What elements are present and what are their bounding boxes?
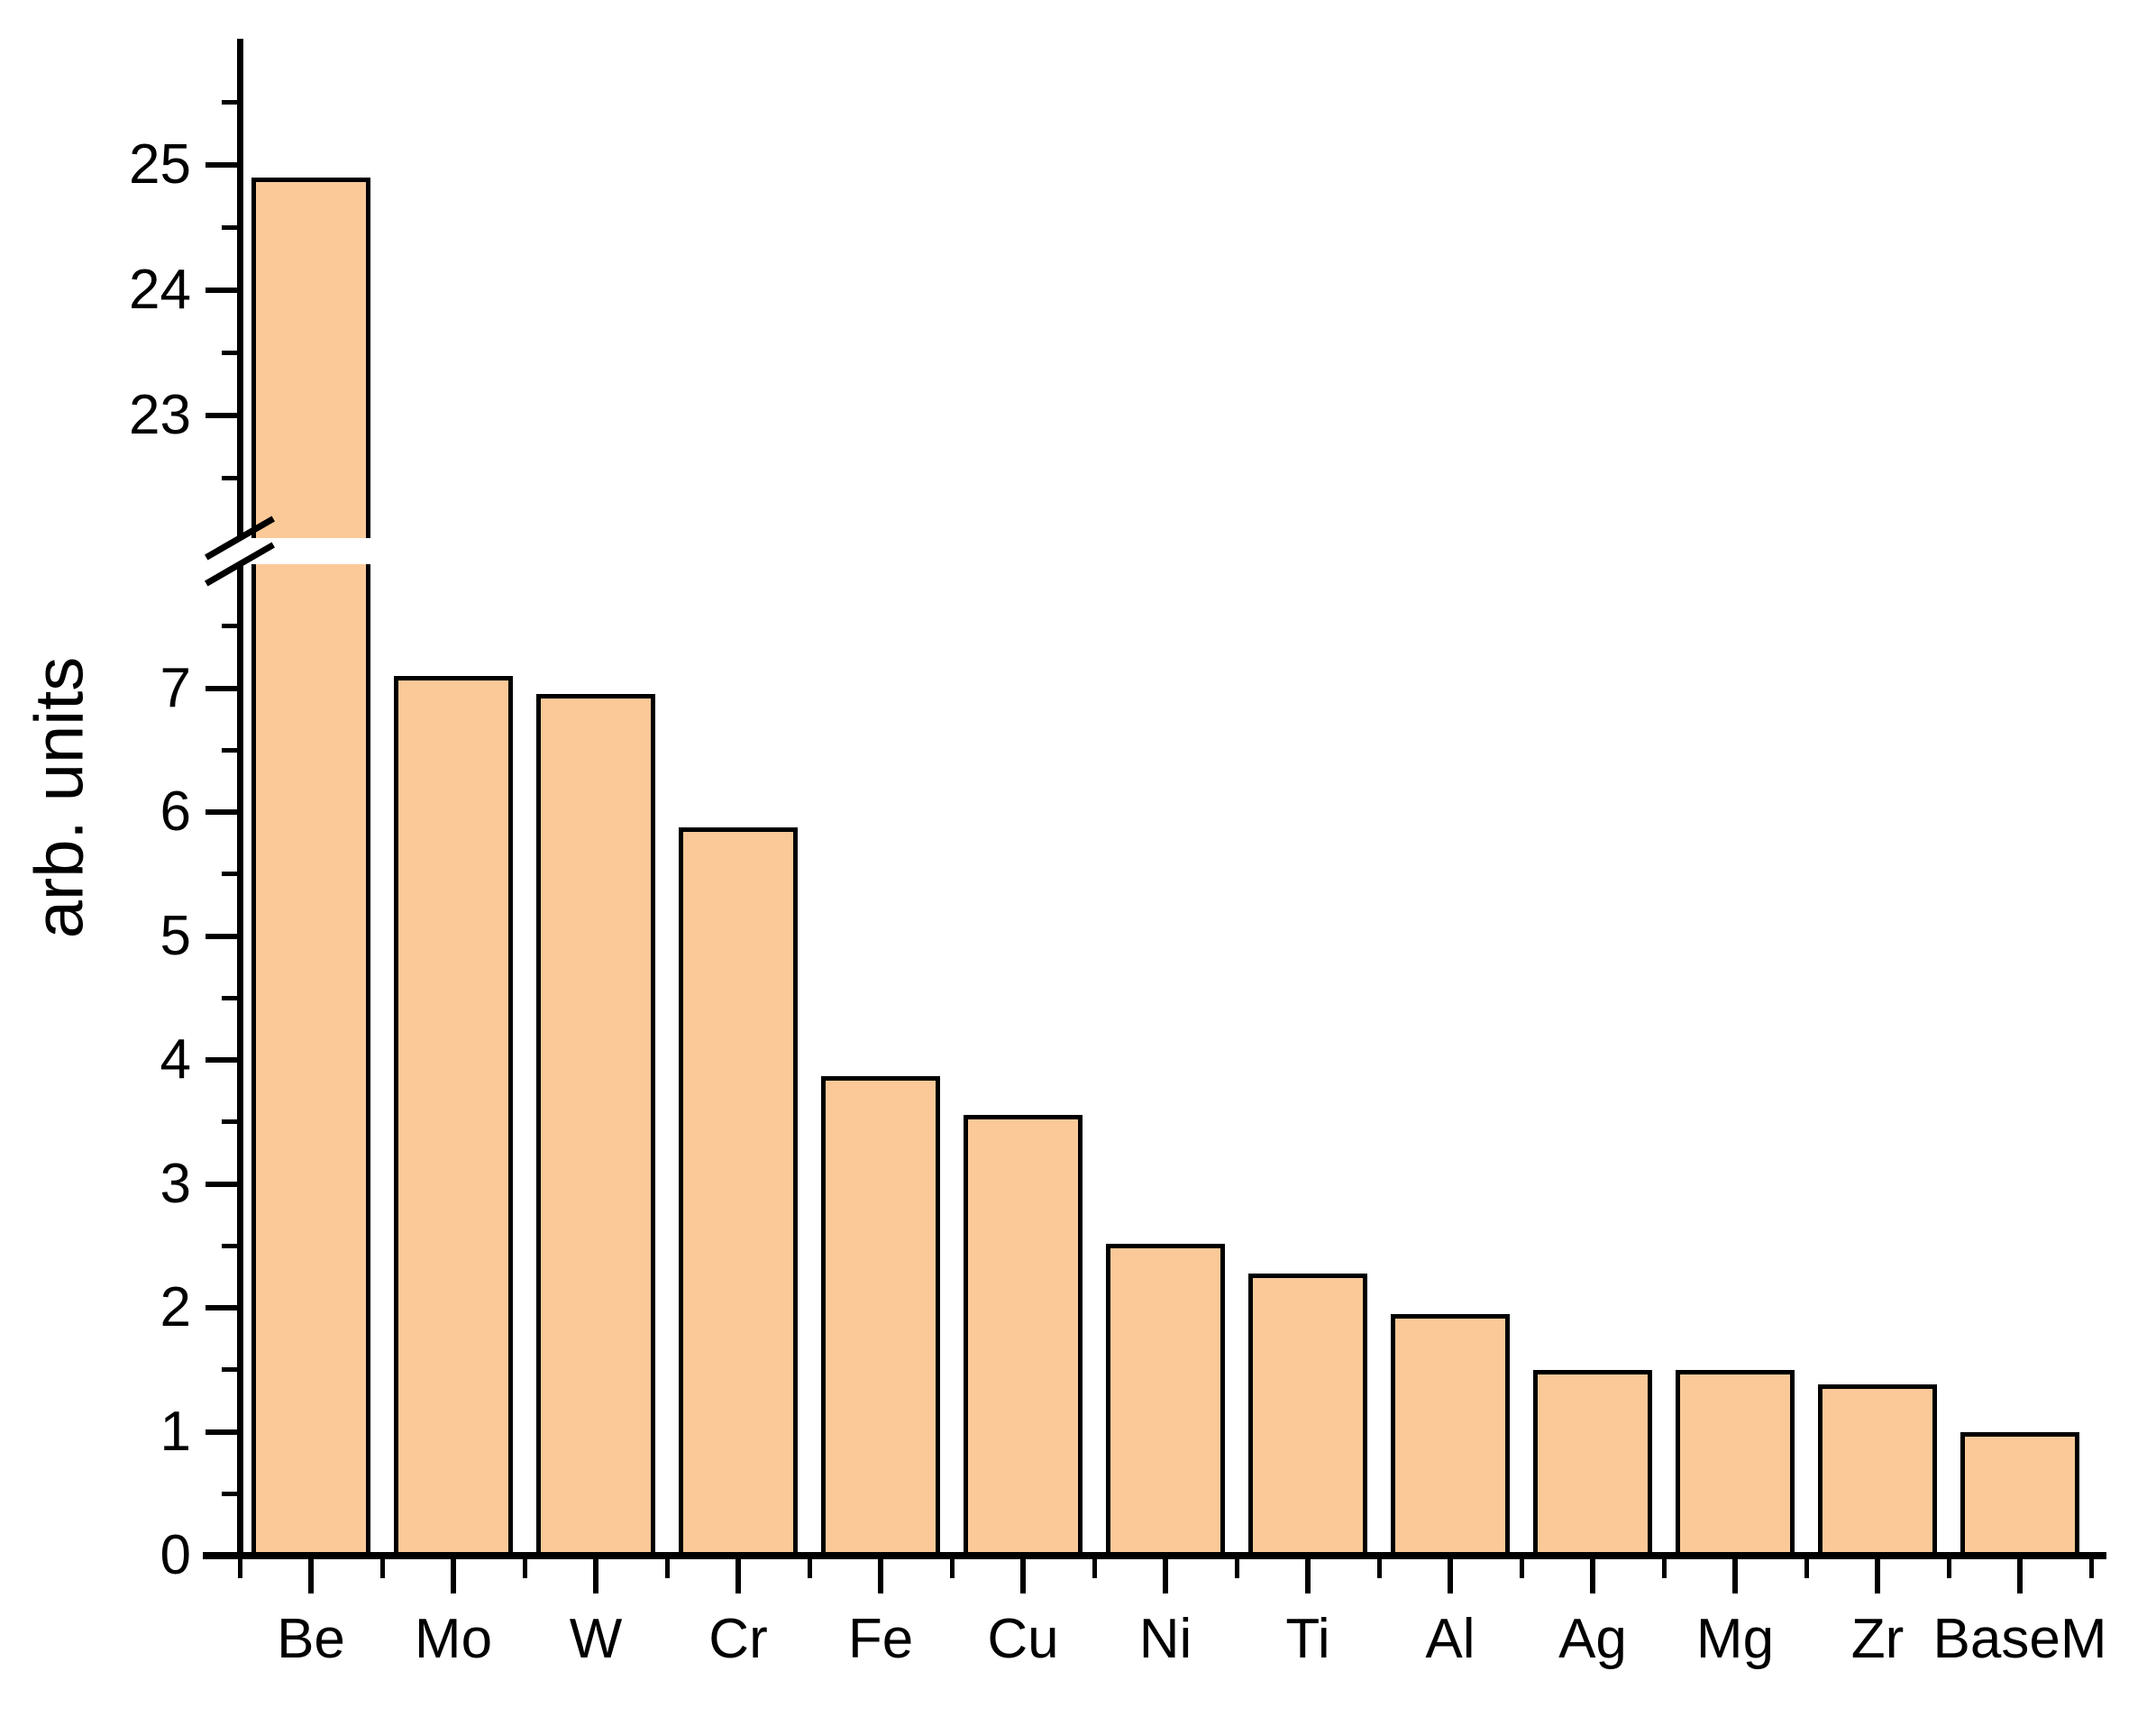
bar-Cu — [964, 1114, 1083, 1554]
x-minor-tick — [664, 1556, 670, 1578]
x-minor-tick — [1376, 1556, 1382, 1578]
bar-Mg — [1676, 1369, 1795, 1554]
x-axis — [203, 1552, 2106, 1559]
y-major-tick — [206, 809, 243, 815]
bar-BaseM — [1960, 1431, 2079, 1554]
x-minor-tick — [237, 1556, 242, 1578]
y-tick-label: 0 — [160, 1524, 191, 1586]
y-major-tick — [206, 413, 243, 418]
y-tick-label: 23 — [129, 384, 191, 446]
x-category-label: Cr — [708, 1608, 768, 1670]
x-category-label: Be — [277, 1608, 345, 1670]
x-major-tick — [593, 1556, 598, 1593]
bar-W — [536, 694, 655, 1554]
x-major-tick — [878, 1556, 883, 1593]
bar-Ag — [1533, 1369, 1652, 1554]
x-category-label: Zr — [1850, 1608, 1905, 1670]
y-major-tick — [206, 933, 243, 939]
x-category-label: Fe — [847, 1608, 914, 1670]
y-minor-tick — [222, 100, 243, 105]
x-major-tick — [1875, 1556, 1880, 1593]
bar-Ti — [1248, 1273, 1367, 1554]
y-major-tick — [206, 1305, 243, 1310]
x-minor-tick — [379, 1556, 385, 1578]
x-major-tick — [1163, 1556, 1168, 1593]
x-category-label: Ti — [1285, 1608, 1330, 1670]
x-major-tick — [308, 1556, 314, 1593]
y-minor-tick — [222, 1491, 243, 1496]
x-category-label: Mg — [1695, 1608, 1775, 1670]
y-minor-tick — [222, 476, 243, 480]
x-major-tick — [1020, 1556, 1026, 1593]
y-minor-tick — [222, 1243, 243, 1248]
x-minor-tick — [1519, 1556, 1524, 1578]
x-minor-tick — [807, 1556, 812, 1578]
x-minor-tick — [2088, 1556, 2094, 1578]
bar-Al — [1391, 1313, 1510, 1554]
bar-Cr — [679, 826, 798, 1554]
x-major-tick — [1448, 1556, 1453, 1593]
x-minor-tick — [1661, 1556, 1667, 1578]
x-category-label: W — [569, 1608, 623, 1670]
x-major-tick — [735, 1556, 741, 1593]
y-major-tick — [206, 162, 243, 168]
x-minor-tick — [1804, 1556, 1809, 1578]
y-major-tick — [206, 1181, 243, 1187]
y-major-tick — [206, 288, 243, 293]
y-tick-label: 7 — [160, 656, 191, 719]
y-minor-tick — [222, 1119, 243, 1125]
x-category-label: Ni — [1138, 1608, 1192, 1670]
y-minor-tick — [222, 747, 243, 753]
bar-Ni — [1106, 1243, 1225, 1554]
y-minor-tick — [222, 624, 243, 629]
bar-Fe — [821, 1075, 940, 1554]
bar-Be — [251, 177, 370, 1554]
y-major-tick — [206, 685, 243, 691]
y-minor-tick — [222, 872, 243, 877]
x-minor-tick — [1092, 1556, 1097, 1578]
y-tick-label: 4 — [160, 1028, 191, 1091]
x-minor-tick — [949, 1556, 955, 1578]
y-minor-tick — [222, 225, 243, 230]
x-category-label: Ag — [1558, 1608, 1627, 1670]
x-major-tick — [1590, 1556, 1595, 1593]
bar-Mo — [394, 675, 513, 1554]
y-minor-tick — [222, 1367, 243, 1373]
y-major-tick — [206, 1553, 243, 1558]
y-tick-label: 3 — [160, 1152, 191, 1215]
x-category-label: BaseM — [1932, 1608, 2107, 1670]
y-major-tick — [206, 1057, 243, 1063]
x-category-label: Al — [1425, 1608, 1475, 1670]
x-minor-tick — [1946, 1556, 1951, 1578]
x-major-tick — [1305, 1556, 1311, 1593]
x-minor-tick — [522, 1556, 527, 1578]
y-minor-tick — [222, 351, 243, 355]
y-tick-label: 24 — [129, 259, 191, 321]
y-minor-tick — [222, 995, 243, 1000]
y-tick-label: 1 — [160, 1400, 191, 1463]
x-category-label: Mo — [414, 1608, 493, 1670]
y-tick-label: 6 — [160, 781, 191, 843]
bar-Zr — [1818, 1384, 1937, 1554]
x-major-tick — [1732, 1556, 1738, 1593]
y-tick-label: 25 — [129, 133, 191, 196]
x-major-tick — [451, 1556, 456, 1593]
y-tick-label: 2 — [160, 1276, 191, 1338]
x-category-label: Cu — [987, 1608, 1059, 1670]
x-major-tick — [2017, 1556, 2023, 1593]
x-minor-tick — [1234, 1556, 1239, 1578]
y-tick-label: 5 — [160, 904, 191, 967]
y-major-tick — [206, 1429, 243, 1435]
